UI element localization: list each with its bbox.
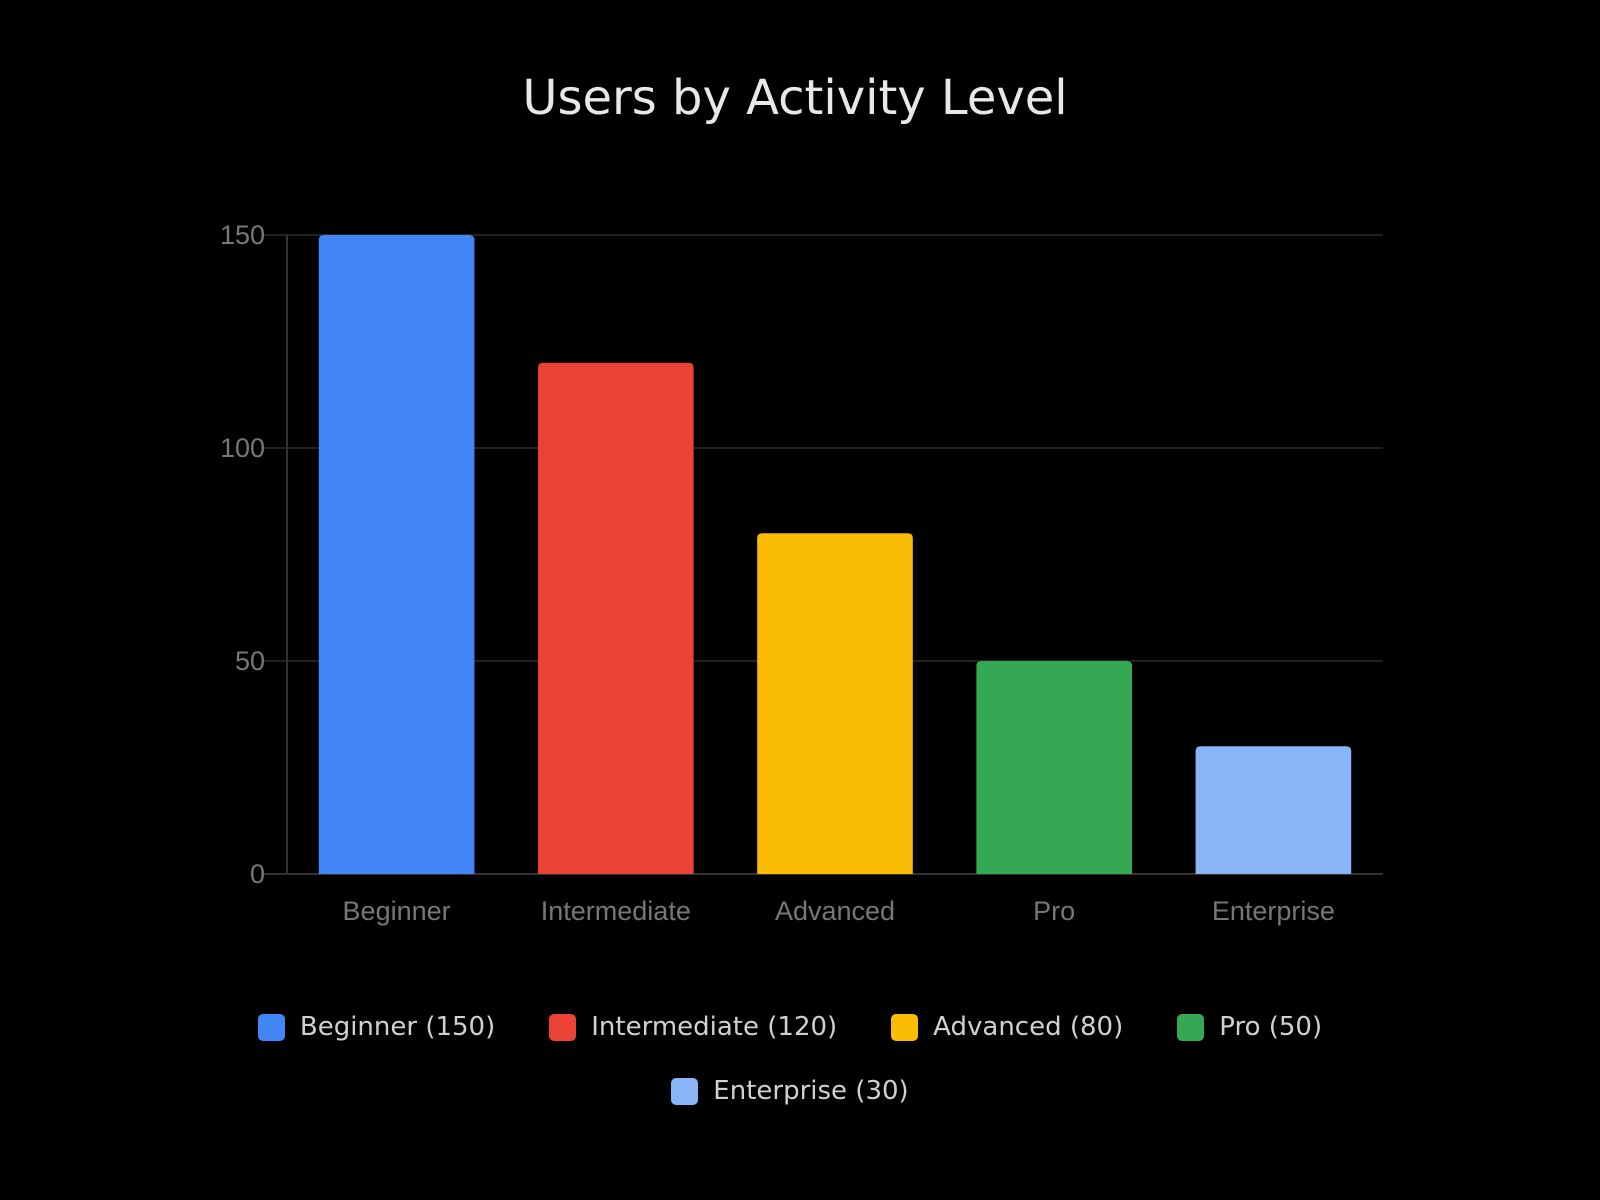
x-tick-label: Intermediate	[541, 896, 691, 926]
y-tick-label: 0	[250, 859, 265, 889]
legend-item[interactable]: Pro (50)	[1177, 1012, 1322, 1042]
legend-swatch	[671, 1077, 699, 1105]
bar-advanced	[757, 533, 913, 874]
x-tick-label: Advanced	[775, 896, 895, 926]
bar-intermediate	[537, 362, 694, 874]
legend-label: Beginner (150)	[299, 1012, 496, 1042]
legend-item[interactable]: Advanced (80)	[891, 1012, 1123, 1042]
legend: Beginner (150) Intermediate (120) Advanced…	[240, 1012, 1340, 1106]
legend-swatch	[891, 1013, 919, 1041]
legend-item[interactable]: Intermediate (120)	[549, 1012, 837, 1042]
bar-beginner	[318, 235, 475, 874]
legend-label: Enterprise (30)	[713, 1076, 909, 1106]
x-tick-label: Pro	[1033, 896, 1075, 926]
legend-swatch	[1177, 1013, 1205, 1041]
legend-label: Advanced (80)	[933, 1012, 1124, 1042]
chart-title: Users by Activity Level	[522, 70, 1068, 126]
legend-swatch	[549, 1013, 577, 1041]
bar-pro	[976, 661, 1133, 874]
y-tick-label: 150	[220, 220, 265, 250]
x-tick-label: Enterprise	[1212, 896, 1335, 926]
legend-item[interactable]: Beginner (150)	[257, 1012, 496, 1042]
y-tick-label: 100	[220, 433, 265, 463]
legend-swatch	[257, 1013, 285, 1041]
x-tick-label: Beginner	[343, 896, 451, 926]
legend-label: Intermediate (120)	[591, 1012, 838, 1042]
legend-item[interactable]: Enterprise (30)	[671, 1076, 909, 1106]
legend-label: Pro (50)	[1219, 1012, 1323, 1042]
y-tick-label: 50	[235, 646, 265, 676]
bar-enterprise	[1195, 746, 1352, 874]
